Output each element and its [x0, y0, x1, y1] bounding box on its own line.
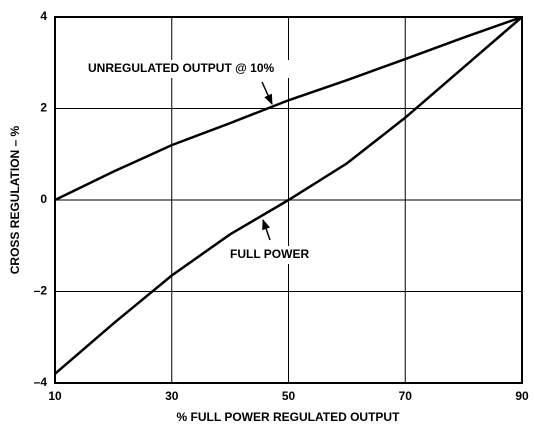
y-tick-label: –4	[34, 375, 48, 389]
annotation-bg	[226, 246, 334, 264]
x-tick-label: 10	[48, 389, 62, 403]
annotation-arrow	[262, 219, 271, 241]
annotation: FULL POWER	[230, 247, 309, 261]
x-tick-label: 90	[515, 389, 529, 403]
x-axis-label: % FULL POWER REGULATED OUTPUT	[177, 410, 401, 424]
y-axis-label: CROSS REGULATION – %	[8, 125, 22, 274]
y-tick-label: 2	[40, 101, 47, 115]
line-series	[54, 16, 523, 375]
annotation-bg	[86, 60, 348, 78]
annotation: UNREGULATED OUTPUT @ 10%	[88, 61, 274, 75]
y-tick-label: 4	[40, 9, 47, 23]
x-tick-label: 30	[165, 389, 179, 403]
x-tick-label: 70	[399, 389, 413, 403]
line-series	[54, 15, 523, 202]
annotation-arrow	[261, 81, 273, 105]
y-tick-label: 0	[40, 192, 47, 206]
x-tick-label: 50	[282, 389, 296, 403]
y-tick-label: –2	[34, 284, 48, 298]
